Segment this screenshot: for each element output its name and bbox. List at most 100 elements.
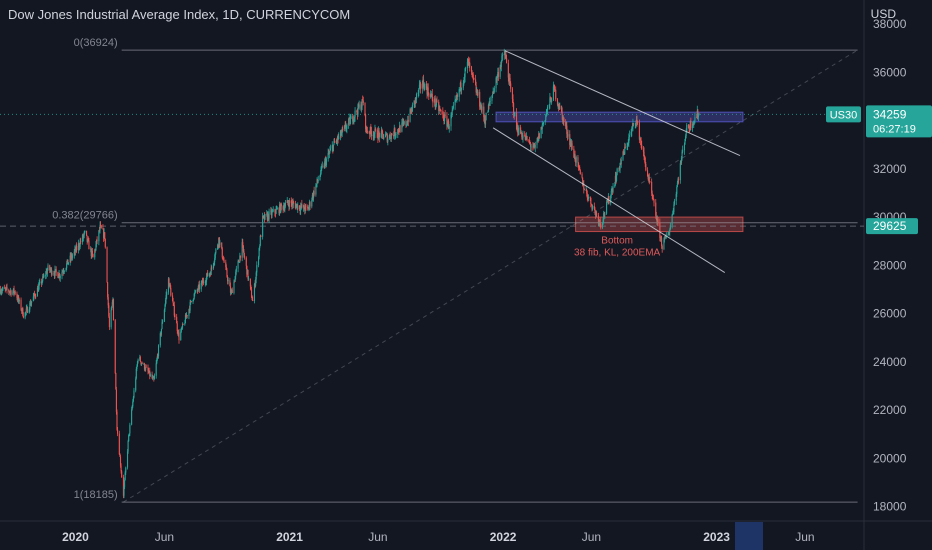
candle-body — [2, 287, 4, 290]
candle-body — [639, 138, 641, 140]
candle-body — [669, 229, 671, 233]
candle-body — [586, 189, 588, 194]
candle-body — [549, 97, 551, 105]
candle-body — [603, 213, 605, 220]
candle-body — [435, 105, 437, 107]
candle-body — [484, 120, 487, 125]
candle-body — [589, 196, 591, 198]
candle-body — [634, 123, 636, 125]
candle-body — [590, 203, 592, 206]
candle-body — [534, 145, 536, 148]
candle-body — [143, 363, 145, 365]
fib-0.382-label: 0.382(29766) — [52, 210, 117, 222]
candle-body — [91, 250, 93, 255]
candle-body — [632, 123, 635, 125]
candle-body — [369, 132, 371, 135]
candle-body — [405, 121, 407, 126]
candle-body — [386, 134, 388, 135]
candle-body — [45, 275, 47, 276]
chart-title: Dow Jones Industrial Average Index, 1D, … — [8, 7, 351, 22]
candle-body — [205, 276, 208, 282]
candle-body — [253, 283, 256, 302]
candle-body — [578, 166, 580, 168]
candle-body — [128, 434, 130, 442]
candle-body — [131, 409, 133, 425]
candle-body — [246, 269, 248, 275]
candle-body — [16, 293, 18, 298]
candle-body — [152, 377, 154, 378]
candle-body — [14, 291, 16, 294]
resistance-zone — [495, 111, 744, 123]
time-axis-highlight — [735, 522, 763, 550]
candle-body — [683, 144, 685, 151]
candle-body — [616, 168, 618, 175]
candle-body — [255, 279, 257, 286]
candle-body — [561, 105, 563, 112]
candle-body — [491, 94, 494, 96]
candle-body — [66, 263, 68, 268]
candle-body — [98, 230, 100, 242]
candle-body — [103, 232, 105, 238]
candle-body — [341, 128, 343, 134]
candle-body — [475, 79, 477, 86]
candle-body — [645, 163, 647, 171]
candle-body — [57, 272, 59, 278]
candle-body — [266, 213, 268, 220]
candle-body — [616, 174, 618, 181]
candle-body — [152, 377, 154, 379]
candle-body — [141, 363, 143, 365]
candle-body — [358, 104, 360, 108]
candle-body — [648, 177, 650, 179]
candle-body — [672, 213, 674, 215]
candle-body — [484, 119, 486, 125]
candle-body — [45, 271, 47, 276]
candle-body — [407, 120, 409, 125]
candle-body — [426, 88, 428, 95]
candle-body — [517, 126, 519, 133]
candle-body — [628, 136, 630, 144]
candle-body — [448, 121, 450, 129]
candle-body — [655, 215, 657, 219]
candle-body — [274, 212, 277, 214]
candle-body — [659, 222, 661, 239]
candle-body — [59, 273, 61, 278]
candle-body — [327, 153, 329, 159]
candle-body — [141, 363, 143, 365]
candle-body — [353, 117, 356, 118]
candle-body — [465, 68, 467, 69]
candle-body — [334, 141, 336, 143]
candle-body — [190, 300, 192, 303]
candle-body — [663, 239, 665, 250]
candle-body — [540, 127, 542, 139]
candle-body — [239, 255, 241, 263]
candle-body — [366, 130, 368, 133]
candle-body — [509, 77, 511, 84]
candle-body — [276, 208, 278, 209]
candle-body — [435, 100, 437, 106]
candle-body — [475, 85, 477, 93]
candle-body — [353, 117, 355, 122]
candle-body — [21, 308, 23, 311]
candle-body — [173, 305, 175, 316]
candle-body — [551, 100, 553, 103]
candle-body — [636, 119, 638, 123]
candle-body — [133, 390, 135, 398]
candle-body — [32, 296, 34, 302]
candle-body — [153, 377, 155, 380]
candle-body — [593, 205, 595, 209]
candle-body — [349, 118, 351, 125]
candle-body — [403, 121, 405, 124]
candle-body — [516, 126, 518, 130]
candle-body — [289, 200, 291, 207]
fib-0-label: 0(36924) — [74, 37, 118, 49]
candle-body — [321, 165, 323, 167]
candle-body — [492, 91, 494, 95]
candle-body — [379, 133, 381, 138]
candle-body — [218, 237, 220, 245]
candle-body — [626, 146, 628, 148]
candle-body — [562, 114, 564, 122]
candle-body — [42, 276, 44, 278]
candle-body — [177, 332, 179, 335]
candle-body — [190, 300, 192, 303]
